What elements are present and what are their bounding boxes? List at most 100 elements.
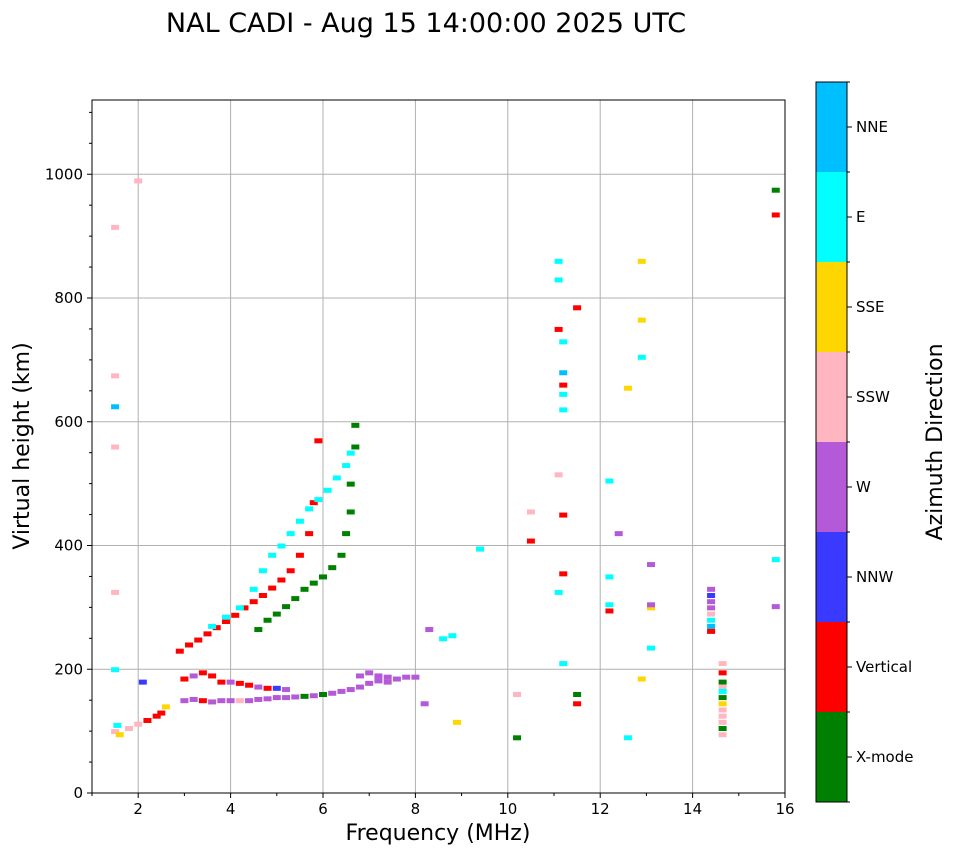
echo-point (374, 673, 383, 679)
echo-point (365, 680, 374, 686)
x-tick-label: 8 (411, 800, 421, 818)
y-axis-label: Virtual height (km) (10, 342, 35, 549)
echo-point (351, 422, 360, 428)
y-tick-label: 600 (54, 413, 83, 431)
echo-point (707, 611, 716, 617)
echo-point (637, 317, 646, 323)
plot-area-frame (91, 99, 786, 794)
echo-point (346, 687, 355, 693)
echo-point (111, 404, 120, 410)
echo-point (771, 604, 780, 610)
echo-point (605, 478, 614, 484)
echo-point (221, 614, 230, 620)
echo-point (637, 354, 646, 360)
echo-point (452, 719, 461, 725)
echo-point (305, 506, 314, 512)
colorbar-label: Vertical (856, 658, 912, 676)
echo-point (300, 586, 309, 592)
echo-point (707, 623, 716, 629)
echo-point (718, 707, 727, 713)
echo-point (208, 699, 217, 705)
echo-point (157, 710, 166, 716)
echo-point (707, 617, 716, 623)
echo-point (314, 438, 323, 444)
echo-point (208, 673, 217, 679)
echo-point (392, 676, 401, 682)
echo-points (111, 178, 780, 741)
echo-point (323, 487, 332, 493)
echo-point (718, 695, 727, 701)
echo-point (351, 444, 360, 450)
echo-point (707, 593, 716, 598)
x-tick-label: 10 (498, 800, 517, 818)
echo-point (263, 617, 272, 623)
echo-point (268, 552, 277, 558)
echo-point (346, 481, 355, 487)
echo-point (554, 472, 563, 478)
echo-point (420, 701, 429, 707)
echo-point (337, 688, 346, 694)
echo-point (282, 604, 291, 610)
echo-point (134, 721, 143, 727)
echo-point (605, 602, 614, 608)
x-axis-ticks: 2 4 6 8 10 12 14 16 (91, 793, 795, 818)
echo-point (319, 574, 327, 580)
echo-point (439, 636, 448, 642)
echo-point (113, 722, 122, 728)
colorbar-label: NNE (856, 118, 888, 136)
colorbar-title: Azimuth Direction (923, 343, 948, 540)
echo-point (249, 586, 258, 592)
x-tick-label: 6 (318, 800, 328, 818)
colorbar-swatch (816, 352, 847, 442)
echo-point (194, 637, 203, 643)
colorbar-swatch (816, 622, 847, 712)
echo-point (226, 698, 235, 704)
echo-point (138, 679, 147, 685)
echo-point (161, 704, 170, 710)
trace-group (111, 178, 170, 738)
echo-point (263, 696, 272, 702)
echo-point (605, 574, 614, 580)
echo-point (647, 562, 656, 568)
echo-point (254, 696, 263, 702)
echo-point (342, 463, 351, 469)
colorbar-label: X-mode (856, 748, 913, 766)
echo-point (111, 373, 120, 379)
echo-point (718, 719, 727, 725)
colorbar-label: SSW (856, 388, 890, 406)
echo-point (614, 531, 623, 537)
echo-point (115, 732, 124, 738)
echo-point (337, 552, 346, 558)
echo-point (295, 518, 304, 524)
echo-point (328, 690, 337, 696)
colorbar-frame (815, 81, 848, 803)
x-tick-label: 16 (775, 800, 794, 818)
colorbar-swatch (816, 532, 847, 622)
echo-point (111, 589, 120, 595)
echo-point (245, 698, 254, 704)
echo-point (559, 370, 568, 376)
azimuth-colorbar: X-mode Vertical NNW W SSW SSE E NNE (815, 81, 913, 803)
echo-point (203, 631, 212, 637)
echo-point (282, 687, 291, 693)
echo-point (554, 258, 563, 264)
echo-point (718, 688, 727, 694)
chart-title: NAL CADI - Aug 15 14:00:00 2025 UTC (166, 8, 686, 39)
colorbar-swatch (816, 262, 847, 352)
echo-point (282, 695, 291, 701)
trace-group (175, 438, 323, 654)
echo-point (175, 648, 184, 654)
echo-point (249, 599, 258, 605)
echo-point (573, 305, 582, 311)
echo-point (111, 444, 120, 450)
echo-point (718, 726, 727, 732)
echo-point (513, 735, 522, 741)
trace-group (707, 586, 716, 634)
echo-point (180, 698, 189, 704)
echo-point (221, 618, 230, 624)
echo-point (623, 385, 632, 391)
y-tick-label: 1000 (45, 165, 83, 183)
echo-point (623, 735, 632, 741)
echo-point (346, 509, 355, 515)
trace-group (420, 258, 656, 741)
